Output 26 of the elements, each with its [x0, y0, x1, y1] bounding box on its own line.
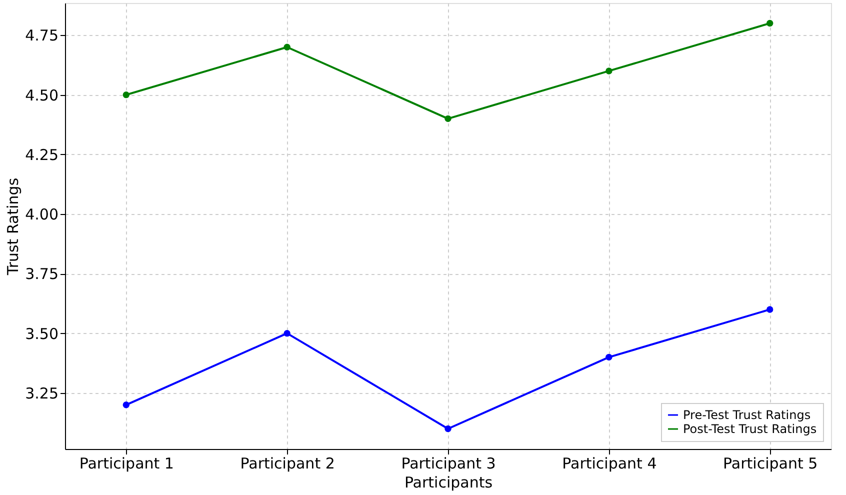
- point: [444, 425, 452, 432]
- x-tick-label: Participant 4: [562, 454, 657, 472]
- x-tick-label: Participant 3: [401, 454, 496, 472]
- y-tick-label: 3.75: [25, 265, 58, 284]
- legend-label: Pre-Test Trust Ratings: [683, 408, 811, 422]
- point: [606, 68, 612, 74]
- y-tick-label: 4.75: [25, 26, 58, 45]
- y-tick-label: 3.25: [25, 384, 58, 402]
- legend-label: Post-Test Trust Ratings: [683, 422, 817, 436]
- point: [284, 330, 290, 337]
- point: [444, 115, 452, 122]
- x-tick-label: Participant 2: [240, 454, 335, 472]
- point: [766, 306, 774, 313]
- point: [122, 91, 130, 98]
- x-tick-label: Participant 5: [723, 454, 818, 472]
- point: [122, 402, 130, 408]
- point: [284, 44, 290, 50]
- y-axis-title: Trust Ratings: [4, 178, 22, 276]
- point: [766, 20, 774, 27]
- y-tick-label: 4.00: [25, 206, 58, 224]
- x-tick-label: Participant 1: [79, 454, 174, 472]
- y-tick-label: 4.25: [25, 146, 58, 164]
- y-tick-label: 3.50: [25, 324, 58, 343]
- point: [606, 354, 612, 361]
- y-tick-label: 4.50: [25, 86, 58, 104]
- x-axis-title: Participants: [404, 474, 493, 492]
